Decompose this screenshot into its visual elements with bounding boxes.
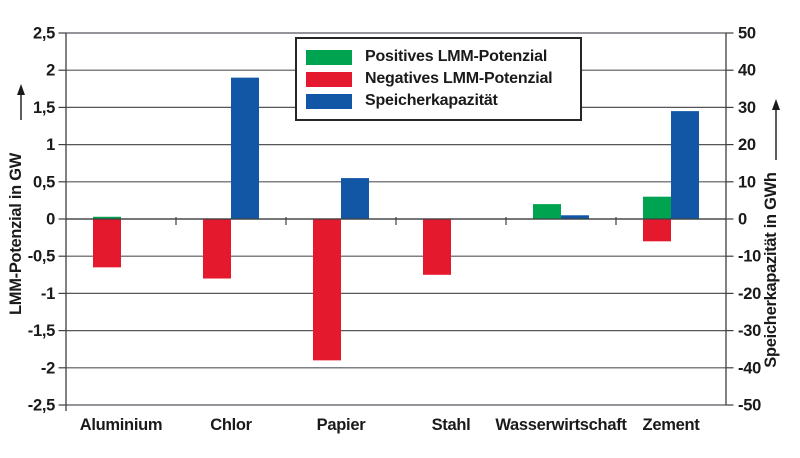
- legend-label-negative: Negatives LMM-Potenzial: [365, 70, 553, 87]
- left-axis-tick-label: -1,5: [28, 322, 55, 340]
- category-label-papier: Papier: [317, 416, 367, 434]
- legend-swatch-positive: [306, 49, 352, 65]
- legend-swatch-capacity: [306, 93, 352, 109]
- left-axis-arrowhead-icon: [17, 84, 25, 95]
- right-axis-tick-label: 30: [738, 99, 756, 117]
- right-axis-tick-label: -10: [738, 248, 761, 266]
- legend-item-positive: Positives LMM-Potenzial: [306, 47, 570, 67]
- category-label-stahl: Stahl: [432, 416, 471, 434]
- right-axis-tick-label: 10: [738, 173, 756, 191]
- left-axis-tick-label: 1,5: [33, 99, 55, 117]
- bar-positive-wasserwirtschaft: [533, 204, 561, 219]
- bar-negative-stahl: [423, 219, 451, 275]
- left-axis-tick-label: -2: [41, 359, 55, 377]
- right-axis-tick-label: -40: [738, 359, 761, 377]
- legend-swatch-negative: [306, 71, 352, 87]
- category-label-aluminium: Aluminium: [80, 416, 163, 434]
- chart-legend: Positives LMM-Potenzial Negatives LMM-Po…: [295, 37, 582, 121]
- left-axis-title: LMM-Potenzial in GW: [7, 152, 25, 315]
- legend-label-positive: Positives LMM-Potenzial: [365, 48, 548, 65]
- left-axis-tick-label: -2,5: [28, 397, 55, 415]
- left-axis-tick-label: -0,5: [28, 248, 55, 266]
- category-label-zement: Zement: [643, 416, 701, 434]
- left-axis-tick-label: -1: [41, 285, 55, 303]
- left-axis-tick-label: 2,5: [33, 25, 55, 43]
- left-axis-tick-label: 2: [46, 62, 55, 80]
- bar-positive-zement: [643, 196, 671, 219]
- bar-capacity-papier: [341, 178, 369, 219]
- right-axis-tick-label: 50: [738, 25, 756, 43]
- legend-item-negative: Negatives LMM-Potenzial: [306, 69, 570, 89]
- bar-capacity-wasserwirtschaft: [561, 215, 589, 219]
- left-axis-tick-label: 0,5: [33, 173, 55, 191]
- right-axis-tick-label: -30: [738, 322, 761, 340]
- category-label-wasserwirtschaft: Wasserwirtschaft: [495, 416, 627, 434]
- bar-negative-papier: [313, 219, 341, 361]
- legend-item-capacity: Speicherkapazität: [306, 91, 570, 111]
- left-axis-tick-label: 0: [46, 211, 55, 229]
- bar-negative-chlor: [203, 219, 231, 279]
- right-axis-tick-label: 0: [738, 211, 747, 229]
- bar-negative-aluminium: [93, 219, 121, 268]
- bar-capacity-zement: [671, 111, 699, 219]
- legend-label-capacity: Speicherkapazität: [365, 92, 498, 109]
- right-axis-tick-label: -20: [738, 285, 761, 303]
- right-axis-tick-label: 20: [738, 136, 756, 154]
- right-axis-arrowhead-icon: [772, 99, 780, 110]
- right-axis-tick-label: -50: [738, 397, 761, 415]
- right-axis-tick-label: 40: [738, 62, 756, 80]
- left-axis-tick-label: 1: [46, 136, 55, 154]
- bar-negative-zement: [643, 219, 671, 242]
- bar-capacity-chlor: [231, 77, 259, 219]
- right-axis-title: Speicherkapazität in GWh: [762, 172, 780, 368]
- bar-positive-aluminium: [93, 216, 121, 219]
- category-label-chlor: Chlor: [210, 416, 252, 434]
